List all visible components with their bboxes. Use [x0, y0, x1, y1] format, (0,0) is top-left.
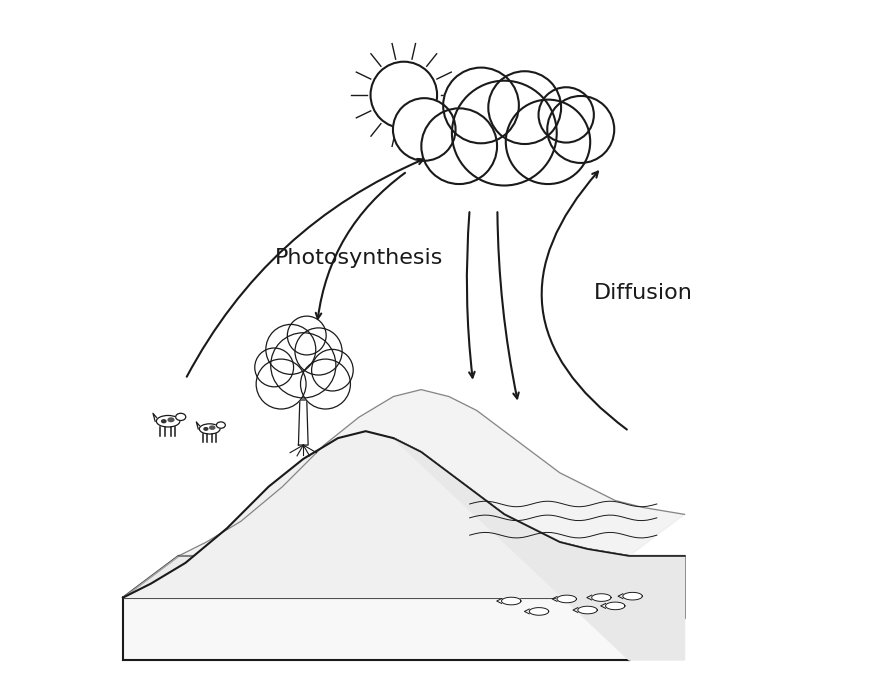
Polygon shape — [622, 592, 641, 600]
Ellipse shape — [168, 418, 174, 422]
Text: Photosynthesis: Photosynthesis — [275, 248, 442, 268]
Circle shape — [255, 348, 293, 387]
Ellipse shape — [209, 426, 215, 429]
Ellipse shape — [203, 427, 208, 430]
Polygon shape — [528, 608, 548, 615]
Circle shape — [421, 109, 496, 184]
Polygon shape — [591, 594, 610, 601]
Circle shape — [255, 359, 306, 409]
Circle shape — [295, 328, 342, 375]
Circle shape — [270, 333, 335, 398]
Polygon shape — [605, 602, 624, 610]
Circle shape — [393, 98, 455, 161]
Ellipse shape — [162, 420, 166, 422]
Circle shape — [505, 100, 589, 184]
Text: Diffusion: Diffusion — [593, 283, 692, 303]
Ellipse shape — [156, 416, 180, 427]
Ellipse shape — [216, 422, 225, 428]
Polygon shape — [123, 598, 628, 660]
Polygon shape — [501, 597, 521, 605]
Polygon shape — [123, 390, 684, 598]
Polygon shape — [298, 400, 308, 445]
Polygon shape — [577, 606, 596, 614]
Circle shape — [266, 324, 315, 374]
Circle shape — [488, 71, 561, 144]
Circle shape — [311, 349, 353, 391]
Polygon shape — [393, 438, 684, 660]
Circle shape — [442, 68, 518, 143]
Ellipse shape — [199, 424, 220, 434]
Ellipse shape — [176, 413, 186, 420]
Polygon shape — [556, 595, 576, 603]
Polygon shape — [123, 432, 628, 598]
Circle shape — [451, 81, 556, 186]
Circle shape — [287, 316, 326, 355]
Circle shape — [547, 96, 614, 163]
Polygon shape — [628, 556, 684, 660]
Circle shape — [300, 359, 350, 409]
Circle shape — [370, 62, 436, 128]
Circle shape — [538, 87, 594, 143]
Polygon shape — [123, 556, 684, 598]
